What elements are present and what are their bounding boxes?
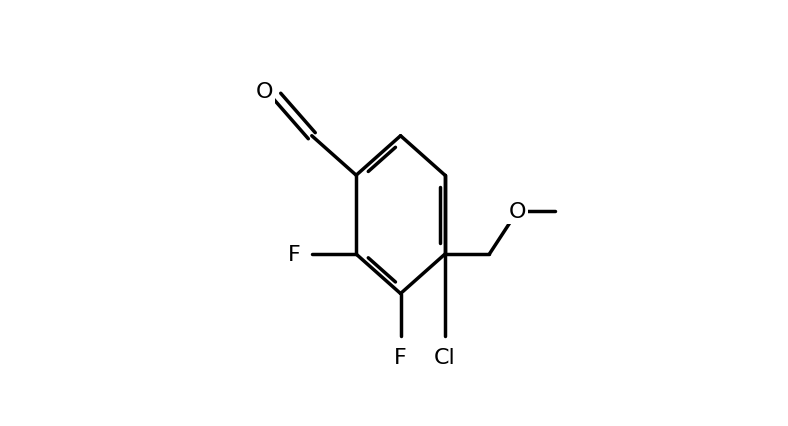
Text: O: O (255, 82, 273, 102)
Text: F: F (288, 245, 300, 265)
Text: F: F (394, 347, 407, 367)
Text: Cl: Cl (434, 347, 455, 367)
Text: O: O (508, 202, 526, 222)
